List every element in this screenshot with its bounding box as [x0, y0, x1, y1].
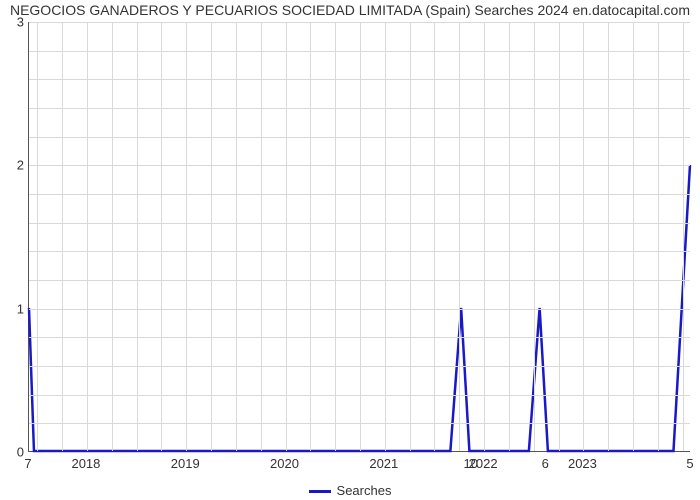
gridline-vertical — [360, 22, 361, 451]
y-tick-label: 1 — [4, 301, 24, 316]
gridline-vertical — [583, 22, 584, 451]
gridline-vertical — [658, 22, 659, 451]
x-tick-label: 2023 — [568, 456, 597, 471]
chart-title: NEGOCIOS GANADEROS Y PECUARIOS SOCIEDAD … — [0, 2, 700, 18]
gridline-vertical — [211, 22, 212, 451]
gridline-vertical — [37, 22, 38, 451]
gridline-vertical — [137, 22, 138, 451]
y-tick-label: 0 — [4, 445, 24, 460]
y-tick-label: 2 — [4, 158, 24, 173]
x-tick-label: 2019 — [171, 456, 200, 471]
x-tick-label: 2021 — [369, 456, 398, 471]
gridline-vertical — [434, 22, 435, 451]
gridline-vertical — [484, 22, 485, 451]
x-bottom-number: 7 — [24, 456, 31, 471]
gridline-vertical — [112, 22, 113, 451]
chart-container: NEGOCIOS GANADEROS Y PECUARIOS SOCIEDAD … — [0, 0, 700, 500]
gridline-vertical — [683, 22, 684, 451]
legend-swatch — [309, 490, 331, 493]
gridline-vertical — [385, 22, 386, 451]
gridline-vertical — [62, 22, 63, 451]
gridline-vertical — [236, 22, 237, 451]
gridline-vertical — [186, 22, 187, 451]
x-tick-label: 2018 — [71, 456, 100, 471]
gridline-vertical — [608, 22, 609, 451]
gridline-vertical — [286, 22, 287, 451]
gridline-vertical — [459, 22, 460, 451]
x-bottom-number: 6 — [542, 456, 549, 471]
y-tick-label: 3 — [4, 15, 24, 30]
gridline-vertical — [261, 22, 262, 451]
gridline-vertical — [87, 22, 88, 451]
gridline-vertical — [310, 22, 311, 451]
gridline-vertical — [335, 22, 336, 451]
gridline-vertical — [161, 22, 162, 451]
gridline-vertical — [559, 22, 560, 451]
plot-area — [28, 22, 690, 452]
legend: Searches — [0, 483, 700, 498]
gridline-vertical — [509, 22, 510, 451]
x-tick-label: 2020 — [270, 456, 299, 471]
x-bottom-number: 5 — [686, 456, 693, 471]
x-bottom-number: 10 — [463, 456, 477, 471]
gridline-vertical — [410, 22, 411, 451]
gridline-vertical — [534, 22, 535, 451]
gridline-vertical — [633, 22, 634, 451]
legend-label: Searches — [337, 483, 392, 498]
